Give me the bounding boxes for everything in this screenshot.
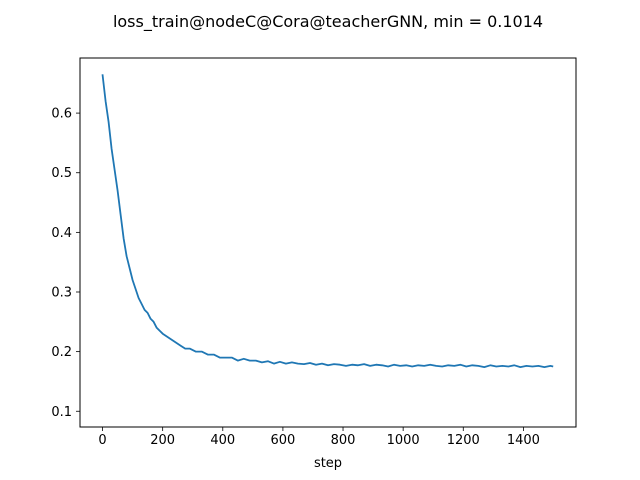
loss-series-line: [101, 74, 554, 369]
y-tick-label: 0.3: [51, 285, 72, 300]
y-axis: 0.1 0.2 0.3 0.4 0.5 0.6: [51, 107, 80, 420]
x-tick-label: 600: [270, 433, 295, 448]
x-tick-label: 0: [98, 433, 106, 448]
x-tick-label: 1200: [447, 433, 480, 448]
y-tick-label: 0.6: [51, 107, 72, 122]
x-tick-label: 200: [150, 433, 175, 448]
x-tick-label: 400: [210, 433, 235, 448]
y-tick-label: 0.4: [51, 226, 72, 241]
plot-area: [79, 57, 577, 428]
chart-title: loss_train@nodeC@Cora@teacherGNN, min = …: [113, 12, 543, 32]
series-layer: [101, 74, 554, 369]
x-tick-label: 1400: [507, 433, 540, 448]
y-tick-label: 0.1: [51, 405, 72, 420]
x-tick-label: 1000: [387, 433, 420, 448]
x-axis-label: step: [314, 456, 342, 471]
y-tick-label: 0.5: [51, 166, 72, 181]
y-tick-label: 0.2: [51, 345, 72, 360]
x-axis: 0 200 400 600 800 1000 1200 1400: [98, 427, 540, 448]
x-tick-label: 800: [331, 433, 356, 448]
axes-frame: [79, 57, 577, 428]
